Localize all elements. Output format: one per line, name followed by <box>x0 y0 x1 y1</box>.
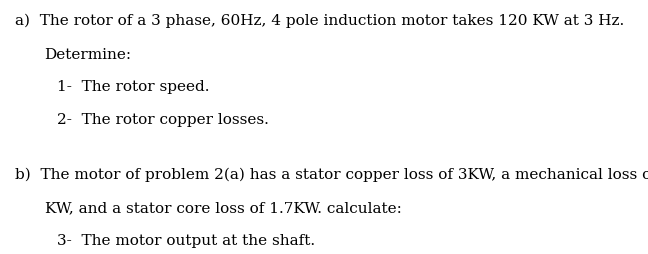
Text: Determine:: Determine: <box>45 47 132 61</box>
Text: 3-  The motor output at the shaft.: 3- The motor output at the shaft. <box>57 233 316 247</box>
Text: KW, and a stator core loss of 1.7KW. calculate:: KW, and a stator core loss of 1.7KW. cal… <box>45 200 402 214</box>
Text: 1-  The rotor speed.: 1- The rotor speed. <box>57 80 210 94</box>
Text: a)  The rotor of a 3 phase, 60Hz, 4 pole induction motor takes 120 KW at 3 Hz.: a) The rotor of a 3 phase, 60Hz, 4 pole … <box>15 14 624 28</box>
Text: 2-  The rotor copper losses.: 2- The rotor copper losses. <box>57 112 269 126</box>
Text: b)  The motor of problem 2(a) has a stator copper loss of 3KW, a mechanical loss: b) The motor of problem 2(a) has a stato… <box>15 167 648 181</box>
